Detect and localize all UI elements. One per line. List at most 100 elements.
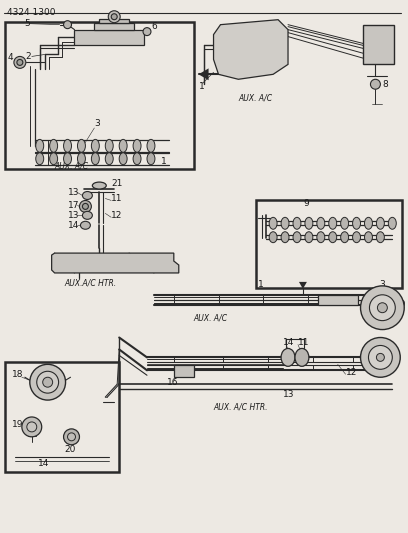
Text: 17: 17 [68,201,79,210]
Ellipse shape [78,153,85,165]
Circle shape [68,433,75,441]
Text: 8: 8 [382,80,388,89]
Ellipse shape [293,217,301,229]
Ellipse shape [36,139,44,152]
Circle shape [368,345,392,369]
Text: AUX.A/C HTR.: AUX.A/C HTR. [64,278,117,287]
Ellipse shape [305,217,313,229]
Polygon shape [299,282,307,289]
Ellipse shape [147,153,155,165]
Text: 1: 1 [161,157,166,166]
Polygon shape [94,23,134,30]
Circle shape [14,56,26,68]
Ellipse shape [341,232,348,243]
Text: AUX. A/C: AUX. A/C [238,94,273,103]
Ellipse shape [364,232,373,243]
Circle shape [30,365,66,400]
Text: 6: 6 [151,22,157,31]
Bar [256,200,402,288]
Ellipse shape [133,153,141,165]
Polygon shape [213,20,288,79]
Text: 7: 7 [98,22,103,31]
Text: 12: 12 [346,368,357,377]
Text: 4324 1300: 4324 1300 [7,8,55,17]
Ellipse shape [377,217,384,229]
Ellipse shape [293,232,301,243]
Ellipse shape [91,153,99,165]
Circle shape [17,59,23,66]
Ellipse shape [269,217,277,229]
Text: 9: 9 [303,199,309,208]
Ellipse shape [80,221,91,229]
Ellipse shape [281,349,295,366]
Circle shape [27,422,37,432]
Text: 19: 19 [12,421,23,430]
Text: 11: 11 [298,338,309,347]
Text: 3: 3 [379,280,385,289]
Circle shape [22,417,42,437]
Text: 4: 4 [8,53,13,62]
Text: 14: 14 [68,221,79,230]
Text: 14: 14 [38,459,49,468]
Polygon shape [52,253,179,273]
Polygon shape [99,19,129,23]
Text: 3: 3 [94,119,100,128]
Circle shape [37,372,59,393]
Bar [363,25,394,64]
Bar [5,362,119,472]
Circle shape [80,200,91,212]
Ellipse shape [317,232,325,243]
Ellipse shape [50,153,58,165]
Ellipse shape [281,232,289,243]
Ellipse shape [105,153,113,165]
Ellipse shape [295,349,309,366]
Text: 13: 13 [283,390,295,399]
Circle shape [361,337,400,377]
Text: 20: 20 [64,445,76,454]
Text: 11: 11 [111,194,123,203]
Text: 18: 18 [12,370,23,379]
Ellipse shape [78,139,85,152]
Ellipse shape [305,232,313,243]
Ellipse shape [82,191,92,199]
Circle shape [361,286,404,329]
Text: AUX. A/C: AUX. A/C [55,161,89,170]
Bar [174,365,194,377]
Ellipse shape [91,139,99,152]
Ellipse shape [92,182,106,189]
Text: 13: 13 [68,211,79,220]
Text: 21: 21 [111,179,123,188]
Ellipse shape [36,153,44,165]
Bar [5,22,194,168]
Text: 15: 15 [147,254,158,263]
Ellipse shape [281,217,289,229]
Ellipse shape [353,217,361,229]
Ellipse shape [317,217,325,229]
Ellipse shape [82,212,92,219]
Ellipse shape [119,139,127,152]
Ellipse shape [119,153,127,165]
Ellipse shape [133,139,141,152]
Ellipse shape [341,217,348,229]
Ellipse shape [64,153,71,165]
Text: 12: 12 [111,211,123,220]
Bar [318,295,357,305]
Circle shape [108,11,120,23]
Circle shape [64,21,71,29]
Circle shape [111,14,117,20]
Text: 10: 10 [395,300,407,309]
Ellipse shape [329,217,337,229]
Ellipse shape [388,217,396,229]
Circle shape [377,353,384,361]
Circle shape [43,377,53,387]
Text: 2: 2 [26,52,31,61]
Text: AUX. A/C HTR.: AUX. A/C HTR. [213,402,268,411]
Text: 1: 1 [258,280,264,289]
Ellipse shape [50,139,58,152]
Ellipse shape [64,139,71,152]
Ellipse shape [329,232,337,243]
Circle shape [370,79,380,89]
Polygon shape [199,68,208,80]
Polygon shape [75,30,144,45]
Ellipse shape [147,139,155,152]
